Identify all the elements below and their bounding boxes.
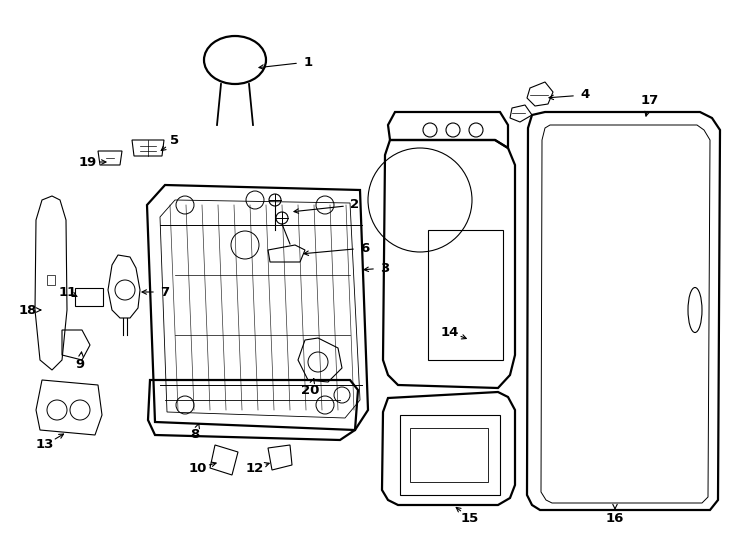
Text: 6: 6 [360, 241, 370, 254]
Text: 13: 13 [36, 438, 54, 451]
Text: 15: 15 [461, 511, 479, 524]
Text: 8: 8 [190, 429, 200, 442]
Bar [47, 275, 55, 285]
Text: 19: 19 [79, 156, 97, 168]
Text: 4: 4 [581, 89, 589, 102]
Text: 14: 14 [441, 326, 459, 339]
Text: 10: 10 [189, 462, 207, 475]
Bar [410, 428, 488, 482]
Text: 9: 9 [76, 359, 84, 372]
Text: 7: 7 [161, 286, 170, 299]
Text: 1: 1 [303, 56, 313, 69]
Text: 18: 18 [19, 303, 37, 316]
Text: 11: 11 [59, 286, 77, 299]
Text: 5: 5 [170, 133, 180, 146]
Text: 16: 16 [606, 511, 624, 524]
Text: 17: 17 [641, 93, 659, 106]
Bar [400, 415, 500, 495]
Bar [75, 288, 103, 306]
Text: 3: 3 [380, 261, 390, 274]
Text: 2: 2 [350, 199, 360, 212]
Text: 20: 20 [301, 383, 319, 396]
Bar [428, 230, 503, 360]
Text: 12: 12 [246, 462, 264, 475]
